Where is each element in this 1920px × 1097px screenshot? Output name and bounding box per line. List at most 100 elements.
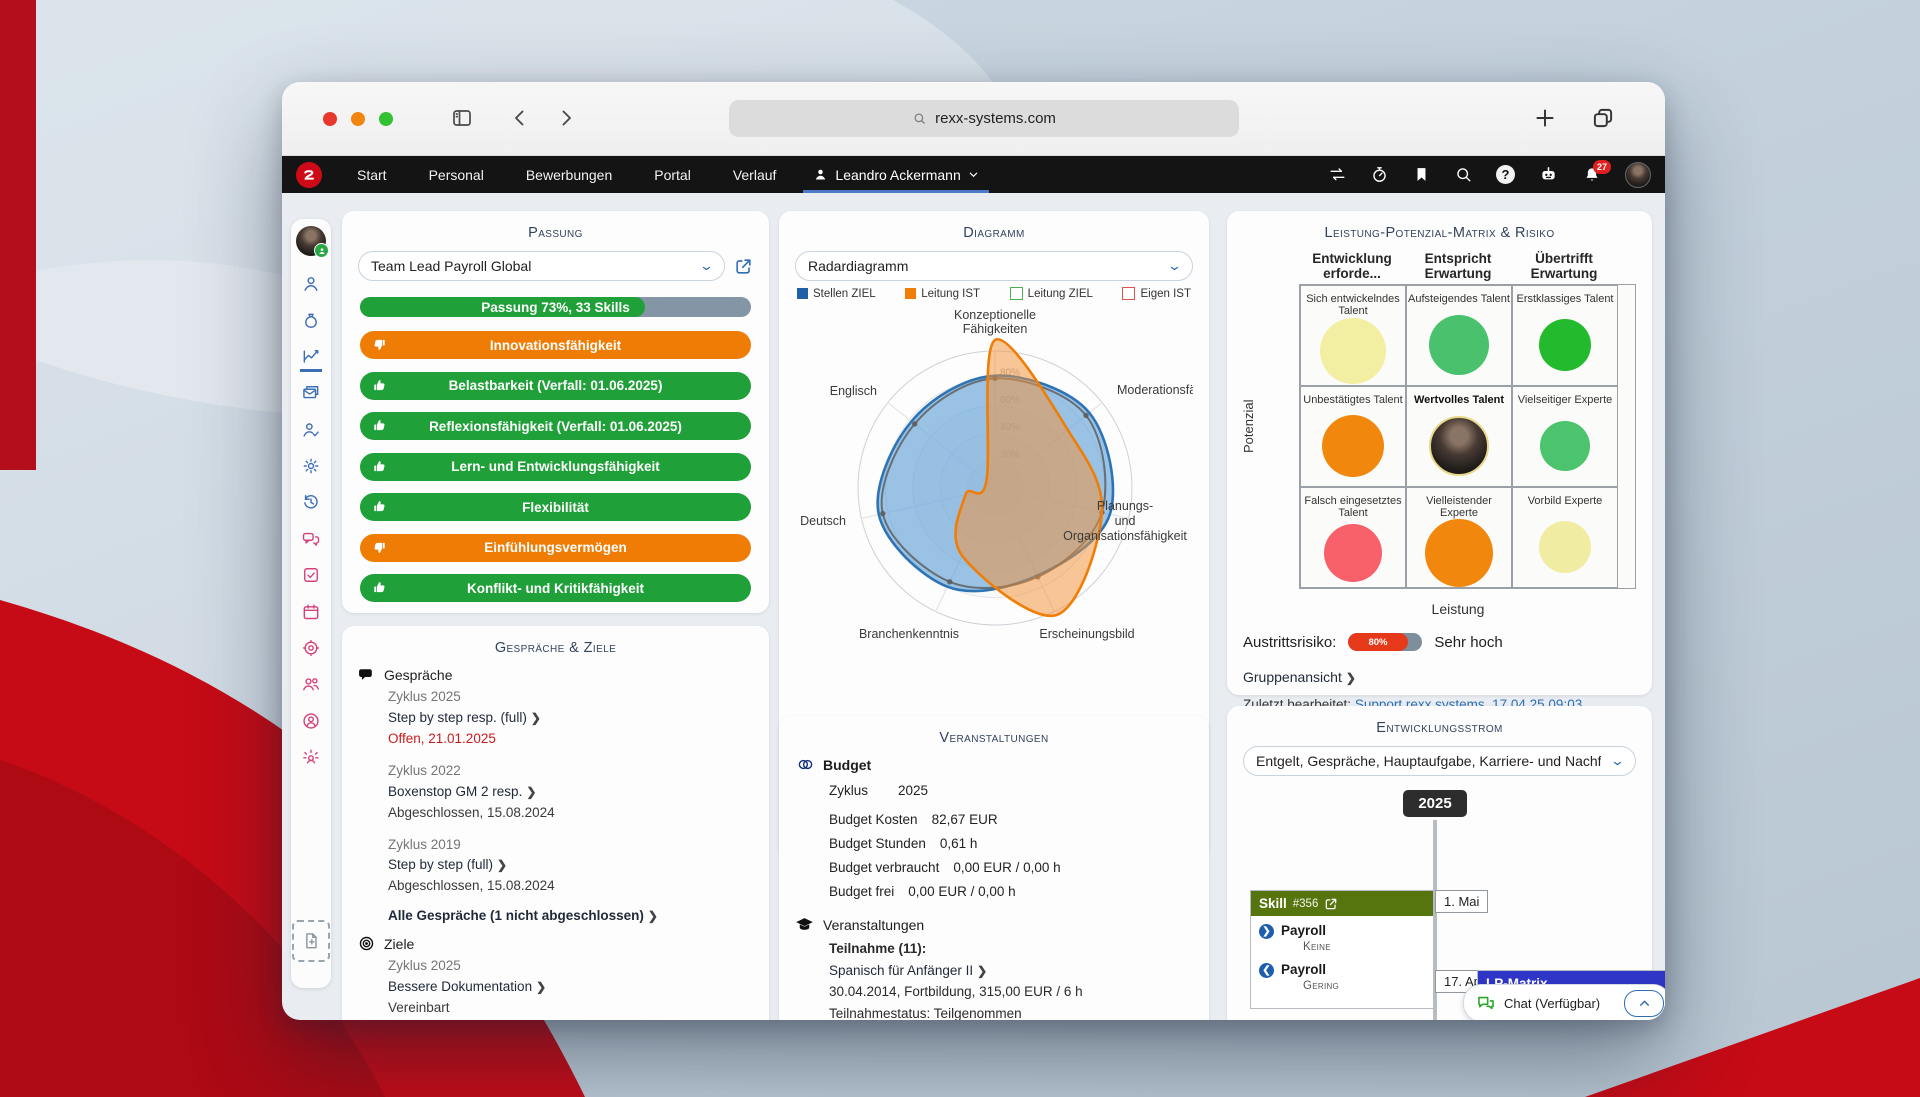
panel-gespraeche-ziele: Gespräche & Ziele Gespräche Zyklus 2025 …	[342, 626, 769, 1020]
search-icon[interactable]	[1454, 165, 1473, 184]
sidebar-documents-icon[interactable]	[301, 383, 321, 403]
matrix-cell[interactable]: Sich entwickelndes Talent	[1300, 285, 1406, 386]
matrix-bubble	[1539, 521, 1591, 573]
user-avatar[interactable]	[1625, 161, 1651, 188]
nav-item-start[interactable]: Start	[357, 166, 387, 183]
bell-icon[interactable]: 27	[1582, 159, 1611, 185]
skill-pill[interactable]: Belastbarkeit (Verfall: 01.06.2025)	[360, 371, 751, 400]
sidebar-analytics-icon[interactable]	[300, 347, 322, 372]
panel-veranstaltungen: Veranstaltungen Budget Zyklus 2025 Budget …	[779, 716, 1209, 1020]
stopwatch-icon[interactable]	[1370, 165, 1389, 184]
matrix-cell[interactable]: Vielseitiger Experte	[1512, 386, 1618, 487]
timeline-skill-item[interactable]: ❮ Payroll Gering	[1259, 961, 1425, 992]
matrix-cell[interactable]: Unbestätigtes Talent	[1300, 386, 1406, 487]
forward-icon[interactable]	[554, 106, 578, 130]
conversation-link[interactable]: Step by step (full) ❯	[388, 857, 508, 873]
bookmark-icon[interactable]	[1412, 165, 1431, 184]
skill-label: Einfühlungsvermögen	[484, 540, 627, 555]
skill-card-header[interactable]: Skill #356	[1251, 891, 1433, 916]
sidebar-toggle-icon[interactable]	[450, 106, 474, 130]
sidebar-history-icon[interactable]	[301, 492, 321, 512]
goals-heading: Ziele	[358, 935, 753, 952]
swap-icon[interactable]	[1328, 165, 1347, 184]
sidebar-calendar-icon[interactable]	[301, 602, 321, 622]
sidebar-person-badge-icon[interactable]	[301, 711, 321, 731]
sidebar-target-icon[interactable]	[301, 638, 321, 658]
conversation-cycle: Zyklus 2019	[388, 836, 461, 852]
event-link[interactable]: Spanisch für Anfänger II ❯	[829, 962, 988, 978]
matrix-cell[interactable]: Wertvolles Talent	[1406, 386, 1512, 487]
chat-expand-button[interactable]	[1624, 989, 1664, 1017]
panel-title: Diagramm	[963, 225, 1025, 241]
zoom-window-button[interactable]	[379, 112, 393, 126]
matrix-cell[interactable]: Falsch eingesetztes Talent	[1300, 487, 1406, 588]
sidebar-profile-icon[interactable]	[301, 274, 321, 294]
skill-pill[interactable]: Innovationsfähigkeit	[360, 331, 751, 359]
skill-label: Belastbarkeit (Verfall: 01.06.2025)	[448, 378, 663, 393]
conversation-link[interactable]: Step by step resp. (full) ❯	[388, 709, 541, 725]
conversation-item: Zyklus 2022 Boxenstop GM 2 resp. ❯ Abgesc…	[388, 761, 753, 824]
matrix-cell[interactable]: Vielleistender Experte	[1406, 487, 1512, 588]
nav-item-portal[interactable]: Portal	[654, 166, 691, 183]
new-tab-icon[interactable]	[1532, 105, 1558, 131]
legend-label: Eigen IST	[1140, 287, 1191, 300]
skill-pill[interactable]: Flexibilität	[360, 493, 751, 521]
legend-item[interactable]: Leitung IST	[905, 287, 980, 300]
sidebar-meeting-icon[interactable]	[301, 747, 321, 767]
matrix-cell[interactable]: Vorbild Experte	[1512, 487, 1618, 588]
rail-avatar[interactable]	[296, 226, 329, 258]
skill-label: Reflexionsfähigkeit (Verfall: 01.06.2025…	[429, 418, 682, 434]
close-window-button[interactable]	[323, 112, 337, 126]
legend-item[interactable]: Leitung ZIEL	[1009, 287, 1093, 300]
back-icon[interactable]	[508, 106, 532, 130]
role-selector[interactable]: Team Lead Payroll Global ⌄	[358, 251, 725, 281]
user-menu[interactable]: Leandro Ackermann	[797, 156, 994, 193]
matrix-avatar	[1429, 416, 1489, 476]
sidebar-tasks-icon[interactable]	[301, 565, 321, 585]
robot-icon[interactable]	[1538, 164, 1559, 185]
help-icon[interactable]: ?	[1496, 165, 1515, 184]
stream-filter-selector[interactable]: Entgelt, Gespräche, Hauptaufgabe, Karrie…	[1243, 746, 1636, 776]
tab-overview-icon[interactable]	[1590, 105, 1616, 131]
thumb-up-icon	[371, 458, 388, 475]
external-link-icon[interactable]	[734, 257, 753, 276]
skill-pill[interactable]: Lern- und Entwicklungsfähigkeit	[360, 452, 751, 481]
skill-pill[interactable]: Konflikt- und Kritikfähigkeit	[360, 574, 751, 602]
panel-title: Veranstaltungen	[939, 730, 1049, 746]
sidebar-chat-icon[interactable]	[301, 529, 321, 549]
skill-pill[interactable]: Reflexionsfähigkeit (Verfall: 01.06.2025…	[360, 412, 751, 440]
chevron-down-icon: ⌄	[1166, 258, 1183, 273]
chart-legend: Stellen ZIEL Leitung IST Leitung ZIEL Eigen…	[795, 281, 1193, 300]
radar-chart: 20%40%60%80%KonzeptionelleFähigkeitenMod…	[800, 308, 1193, 641]
all-conversations-link[interactable]: Alle Gespräche (1 nicht abgeschlossen) ❯	[388, 908, 658, 924]
address-bar[interactable]: rexx-systems.com	[729, 100, 1239, 137]
legend-item[interactable]: Eigen IST	[1122, 287, 1191, 300]
timeline-date-badge: 1. Mai	[1435, 890, 1489, 913]
notification-badge: 27	[1592, 159, 1611, 174]
conversation-link[interactable]: Boxenstop GM 2 resp. ❯	[388, 783, 537, 799]
nav-item-personal[interactable]: Personal	[428, 166, 484, 183]
add-document-button[interactable]	[292, 920, 330, 962]
svg-text:und: und	[1115, 514, 1136, 528]
sidebar-compensation-icon[interactable]	[301, 311, 321, 331]
sidebar-person-check-icon[interactable]	[301, 420, 321, 440]
sidebar-people-icon[interactable]	[301, 674, 321, 694]
group-view-link[interactable]: Gruppenansicht ❯	[1243, 669, 1356, 685]
timeline-skill-item[interactable]: ❯ Payroll Keine	[1259, 922, 1425, 953]
matrix-cell[interactable]: Erstklassiges Talent	[1512, 285, 1618, 386]
sidebar-settings-icon[interactable]	[301, 456, 321, 476]
chart-type-selector[interactable]: Radardiagramm ⌄	[795, 251, 1193, 281]
rexx-logo[interactable]	[296, 161, 322, 188]
nav-item-bewerbungen[interactable]: Bewerbungen	[525, 166, 613, 183]
skill-pill[interactable]: Einfühlungsvermögen	[360, 533, 751, 562]
matrix-cell[interactable]: Aufsteigendes Talent	[1406, 285, 1512, 386]
target-icon	[358, 935, 375, 952]
legend-item[interactable]: Stellen ZIEL	[797, 287, 876, 300]
chat-widget[interactable]: Chat (Verfügbar)	[1463, 984, 1665, 1020]
minimize-window-button[interactable]	[351, 112, 365, 126]
nav-item-verlauf[interactable]: Verlauf	[732, 166, 777, 183]
thumb-down-icon	[371, 539, 388, 556]
event-status: Teilnahmestatus: Teilgenommen	[829, 1005, 1022, 1020]
chat-icon	[1476, 993, 1496, 1013]
goal-link[interactable]: Bessere Dokumentation ❯	[388, 979, 547, 995]
